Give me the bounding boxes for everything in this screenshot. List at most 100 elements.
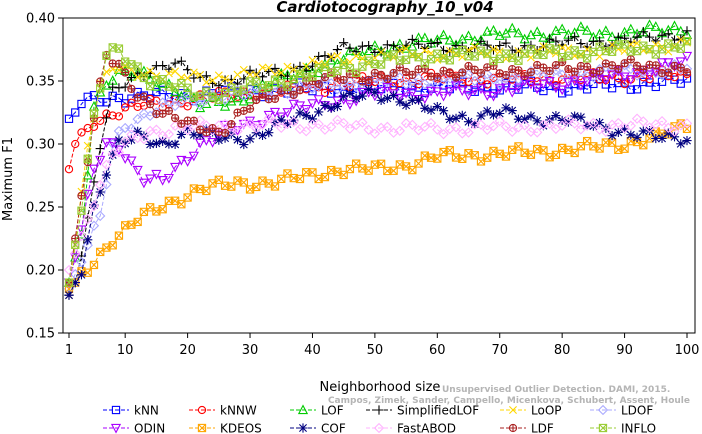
marker-shape (138, 178, 150, 189)
marker-shape (127, 94, 136, 103)
marker-shape (520, 114, 530, 124)
marker-shape (339, 38, 349, 48)
marker-shape (377, 60, 386, 69)
data-point (189, 130, 199, 140)
data-point (83, 154, 92, 163)
marker-shape (458, 68, 466, 77)
data-point (482, 40, 492, 50)
data-point (127, 98, 136, 107)
marker-shape (597, 404, 609, 416)
data-point (600, 126, 612, 137)
marker-shape (483, 49, 492, 58)
data-point (332, 84, 343, 95)
marker-shape (151, 138, 161, 148)
marker-shape (458, 154, 467, 163)
marker-shape (132, 113, 143, 125)
marker-shape (681, 29, 693, 40)
data-point (114, 83, 124, 93)
data-point (650, 21, 661, 31)
marker-shape (77, 206, 86, 215)
data-point (645, 74, 654, 84)
marker-shape (558, 52, 567, 62)
marker-shape (76, 230, 87, 242)
marker-shape (202, 78, 211, 87)
data-point (639, 141, 648, 150)
marker-shape (102, 51, 111, 60)
data-point (400, 118, 412, 129)
marker-shape (382, 82, 393, 93)
marker-shape (425, 117, 437, 129)
data-point (539, 50, 548, 60)
marker-shape (146, 81, 155, 91)
data-point (413, 125, 424, 136)
marker-shape (489, 62, 498, 70)
marker-shape (301, 110, 311, 121)
marker-shape (613, 32, 623, 42)
marker-shape (101, 159, 112, 170)
marker-shape (320, 62, 330, 72)
marker-shape (127, 98, 136, 107)
marker-shape (176, 96, 187, 107)
data-point (114, 135, 124, 145)
data-point (588, 121, 598, 131)
marker-shape (251, 123, 262, 134)
marker-shape (320, 51, 330, 61)
marker-shape (639, 141, 648, 150)
marker-shape (675, 57, 686, 68)
marker-shape (202, 186, 211, 195)
marker-shape (582, 24, 593, 35)
data-point (432, 37, 442, 48)
data-point (600, 75, 611, 85)
marker-shape (382, 40, 392, 50)
data-point (232, 135, 243, 145)
data-point (606, 119, 618, 130)
marker-shape (101, 170, 112, 180)
marker-shape (532, 116, 542, 126)
marker-shape (374, 405, 384, 415)
data-point (238, 95, 249, 106)
data-point (283, 62, 292, 71)
data-point (302, 85, 311, 94)
legend-label: COF (321, 422, 346, 434)
marker-shape (557, 85, 568, 96)
marker-shape (426, 153, 436, 162)
marker-shape (165, 107, 173, 115)
data-point (675, 57, 686, 68)
data-point (488, 91, 499, 102)
marker-shape (598, 423, 608, 433)
data-point (420, 103, 430, 113)
data-point (301, 126, 312, 137)
marker-shape (233, 70, 242, 79)
marker-shape (433, 73, 441, 81)
data-point (514, 66, 523, 75)
marker-shape (258, 91, 267, 99)
marker-shape (114, 135, 124, 145)
plot-area (63, 19, 693, 300)
data-point (464, 61, 473, 71)
data-point (669, 20, 680, 31)
data-point (288, 99, 299, 110)
marker-shape (264, 63, 273, 72)
data-point (494, 78, 505, 90)
data-point (419, 32, 430, 43)
marker-shape (170, 83, 180, 92)
marker-shape (502, 71, 510, 79)
marker-shape (163, 173, 174, 184)
data-point (576, 112, 586, 122)
data-point (113, 147, 125, 158)
data-point (339, 75, 348, 85)
data-point (295, 174, 305, 184)
marker-shape (302, 62, 311, 71)
data-point (164, 139, 174, 149)
marker-shape (315, 80, 323, 88)
marker-shape (482, 91, 493, 101)
marker-shape (214, 175, 223, 184)
marker-shape (676, 139, 686, 149)
data-point (470, 119, 480, 129)
data-point (301, 110, 311, 121)
marker-shape (363, 45, 374, 56)
marker-shape (494, 115, 505, 127)
data-point (595, 118, 605, 128)
data-point (139, 70, 148, 79)
marker-shape (146, 100, 154, 108)
